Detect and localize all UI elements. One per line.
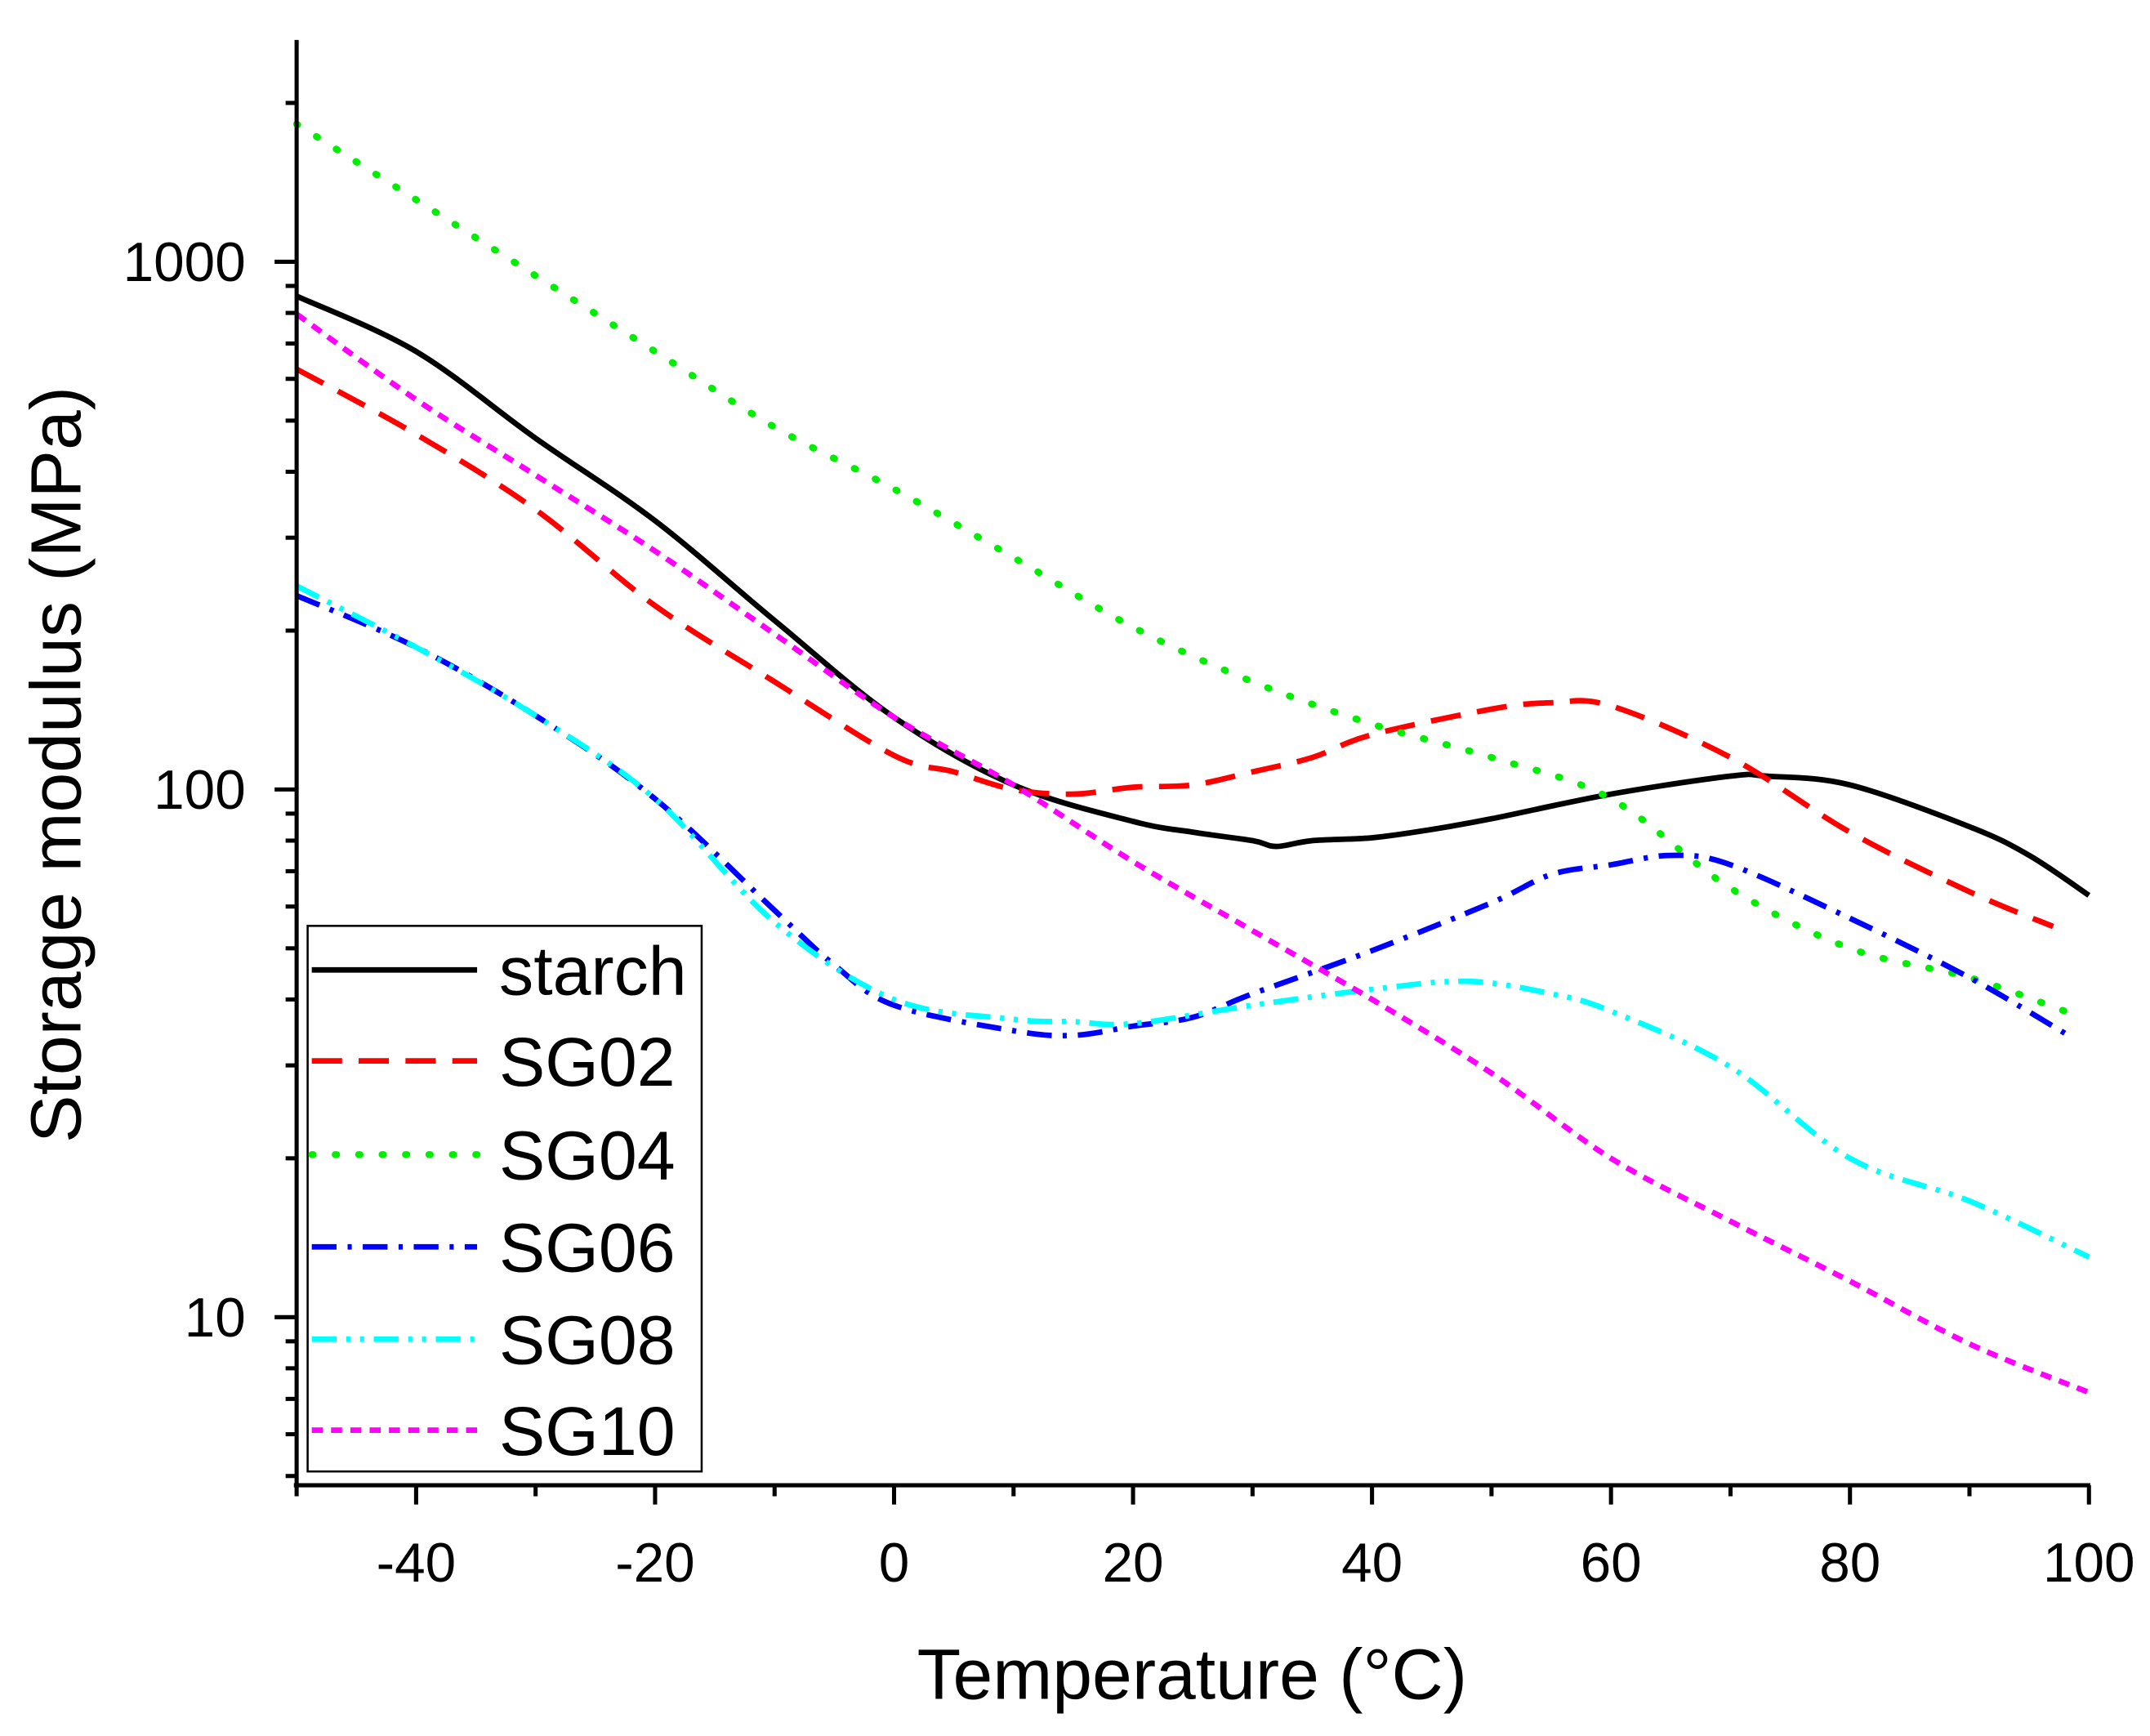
x-tick-labels: -40 -20 0 20 40 60 80 100 [377,1533,2135,1594]
legend-label-starch: starch [499,933,687,1010]
x-tick-label: -20 [615,1533,695,1594]
x-tick-label: 100 [2043,1533,2135,1594]
y-tick-label: 1000 [123,232,246,293]
y-axis-title: Storage modulus (MPa) [16,386,96,1143]
x-tick-label: 0 [879,1533,910,1594]
series-line-sg04 [292,120,2069,1015]
x-tick-label: 40 [1341,1533,1403,1594]
legend-label-sg10: SG10 [499,1393,676,1470]
y-tick-labels: 10 100 1000 [123,232,246,1349]
series-line-sg06 [295,592,2067,1039]
axes [293,39,2090,1488]
legend-label-sg08: SG08 [499,1302,676,1379]
y-tick-label: 100 [154,760,246,821]
series-layer [292,120,2091,1395]
series-line-sg02 [295,366,2054,930]
legend-box [306,925,703,1473]
series-line-sg10 [295,311,2090,1395]
x-tick-label: 20 [1103,1533,1164,1594]
x-tick-label: -40 [377,1533,457,1594]
y-tick-label: 10 [185,1287,246,1349]
legend-label-sg04: SG04 [499,1118,676,1194]
series-line-starch [295,293,2091,898]
series-line-sg08 [295,583,2090,1260]
legend-label-sg06: SG06 [499,1210,676,1287]
x-tick-label: 60 [1581,1533,1642,1594]
legend-label-sg02: SG02 [499,1024,676,1100]
x-tick-label: 80 [1819,1533,1880,1594]
legend: starch SG02 SG04 SG06 SG08 SG10 [306,925,703,1473]
ticks [274,100,2091,1505]
x-axis-title: Temperature (°C) [917,1634,1467,1714]
